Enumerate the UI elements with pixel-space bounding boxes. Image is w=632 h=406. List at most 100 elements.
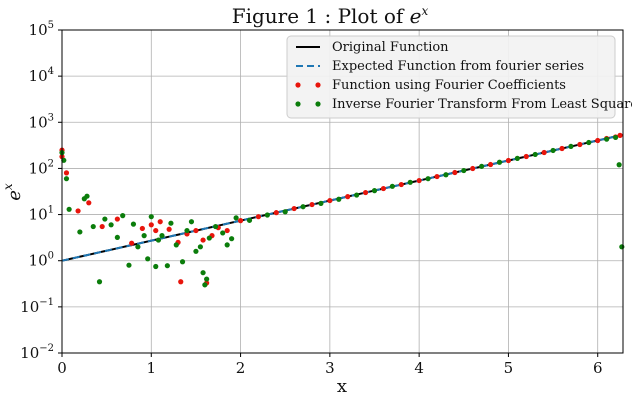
data-point-series-3 [126, 262, 132, 268]
x-tick-label: 2 [236, 359, 246, 377]
data-point-series-2 [452, 169, 458, 176]
data-point-series-3 [407, 179, 413, 185]
data-point-series-3 [550, 147, 556, 154]
legend-marker-fourier-coefficients-b [315, 82, 321, 88]
x-tick-label: 1 [147, 359, 157, 377]
data-point-series-2 [139, 225, 145, 232]
data-point-series-3 [145, 256, 151, 262]
data-point-series-3 [246, 217, 253, 223]
chart-title-prefix: Figure 1 : Plot of [232, 4, 410, 28]
data-point-series-3 [264, 212, 270, 218]
plot-frame [61, 29, 624, 354]
data-point-series-2 [380, 185, 387, 192]
data-point-series-3 [63, 176, 70, 182]
tick-layer: 0 1 2 3 4 5 6 10−2 10−1 100 101 102 103 104 105 [20, 20, 602, 377]
data-point-series-3 [206, 235, 212, 241]
y-tick-label: 10−2 [20, 343, 54, 362]
data-point-series-3 [193, 248, 199, 254]
data-point-series-3 [220, 230, 226, 236]
data-point-series-3 [90, 223, 96, 230]
data-point-series-2 [86, 200, 92, 206]
data-point-series-2 [273, 210, 279, 216]
data-point-series-3 [514, 155, 520, 161]
data-point-series-2 [178, 279, 184, 285]
data-point-series-3 [66, 206, 72, 212]
legend-label-expected-function: Expected Function from fourier series [332, 59, 584, 74]
data-point-series-2 [193, 227, 199, 234]
data-point-series-3 [389, 183, 395, 189]
y-tick-label: 100 [29, 251, 54, 270]
data-point-series-3 [619, 244, 625, 250]
data-point-series-2 [398, 181, 404, 188]
data-point-series-3 [300, 204, 306, 210]
data-point-series-3 [496, 159, 503, 165]
data-point-series-2 [595, 137, 601, 144]
y-tick-label: 101 [29, 205, 54, 224]
data-point-series-3 [336, 196, 342, 202]
data-point-series-3 [371, 188, 378, 194]
data-point-series-3 [229, 236, 235, 242]
legend: Original Function Expected Function from… [286, 35, 632, 119]
data-point-series-3 [532, 151, 538, 158]
data-point-series-2 [255, 214, 262, 220]
y-tick-label: 10−1 [20, 297, 54, 316]
data-point-series-2 [362, 189, 369, 196]
data-point-series-3 [318, 200, 324, 206]
legend-box [286, 35, 616, 119]
data-point-series-2 [224, 227, 230, 234]
data-layer [59, 132, 625, 288]
data-point-series-3 [114, 234, 120, 241]
data-point-series-3 [586, 139, 592, 146]
y-axis-label: ex [1, 183, 25, 201]
data-point-series-3 [212, 223, 219, 230]
x-tick-label: 0 [57, 359, 67, 377]
data-point-series-2 [99, 223, 105, 230]
x-axis-label: x [337, 376, 347, 397]
data-point-series-3 [120, 213, 126, 219]
data-point-series-2 [577, 141, 583, 148]
data-point-series-3 [197, 244, 203, 250]
y-axis-label-sup: x [1, 183, 15, 190]
data-point-series-2 [291, 205, 297, 212]
data-point-series-3 [604, 136, 610, 142]
data-point-series-2 [153, 227, 159, 234]
data-point-series-3 [153, 263, 159, 270]
data-point-series-3 [148, 214, 154, 220]
data-point-series-2 [541, 149, 547, 156]
data-point-series-2 [309, 201, 315, 208]
data-point-series-2 [470, 165, 476, 172]
data-point-series-3 [479, 163, 485, 169]
data-point-series-3 [130, 221, 137, 227]
y-tick-label: 105 [29, 20, 54, 39]
data-point-series-3 [77, 229, 83, 235]
data-point-series-3 [168, 220, 174, 226]
data-point-series-3 [188, 219, 195, 225]
x-tick-label: 5 [504, 359, 514, 377]
data-point-series-3 [179, 259, 186, 265]
data-point-series-2 [416, 177, 422, 184]
data-point-series-3 [354, 192, 360, 198]
chart-title-sup: x [422, 4, 429, 18]
y-axis-label-base: e [4, 190, 25, 201]
x-tick-label: 4 [414, 359, 424, 377]
data-point-series-2 [617, 132, 623, 138]
data-point-series-2 [487, 161, 494, 168]
data-point-series-2 [148, 222, 154, 228]
data-point-series-3 [282, 209, 288, 215]
chart-title-base: e [410, 4, 422, 28]
legend-label-original-function: Original Function [332, 40, 449, 55]
data-point-series-2 [505, 157, 512, 164]
data-point-series-2 [237, 218, 244, 224]
legend-marker-least-squares-b [315, 101, 321, 107]
data-point-series-3 [108, 222, 114, 228]
data-point-series-3 [461, 167, 467, 174]
data-point-series-3 [224, 242, 230, 248]
y-tick-label: 102 [29, 158, 54, 177]
data-point-series-3 [204, 276, 210, 282]
data-point-series-2 [559, 145, 565, 152]
series-line-1 [61, 133, 624, 262]
data-point-series-3 [141, 233, 147, 239]
data-point-series-2 [129, 240, 135, 246]
